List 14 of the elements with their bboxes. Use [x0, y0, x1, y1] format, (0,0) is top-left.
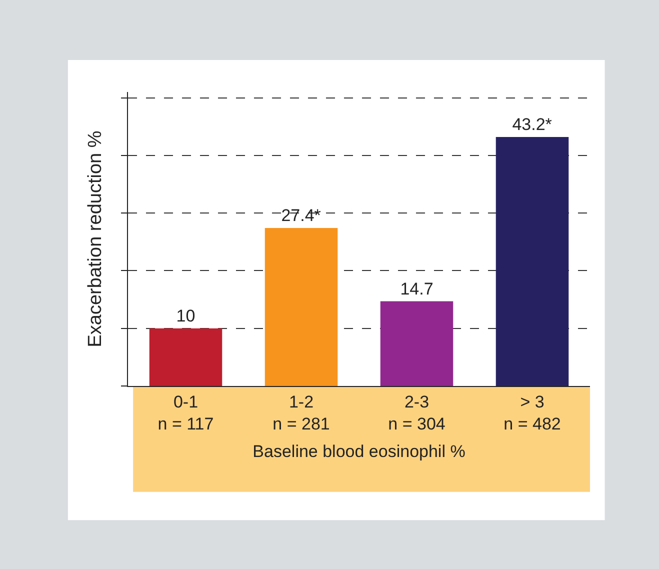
x-tick-label: 0-1 n = 117 [158, 392, 214, 434]
data-label: 14.7 [400, 279, 434, 298]
data-label: 43.2* [512, 114, 552, 134]
x-axis-title: Baseline blood eosinophil % [252, 442, 466, 461]
x-tick-label: 2-3 n = 304 [388, 392, 446, 434]
bar [264, 228, 338, 386]
data-label: 10 [176, 306, 196, 326]
bar [496, 136, 569, 386]
y-axis-title: Exacerbation reduction % [84, 130, 106, 348]
data-label: 27.4* [281, 206, 322, 226]
x-tick-label: 1-2 n = 281 [272, 392, 330, 434]
bar [149, 328, 222, 386]
bar [380, 301, 454, 386]
x-tick-label: > 3 n = 482 [504, 392, 561, 434]
